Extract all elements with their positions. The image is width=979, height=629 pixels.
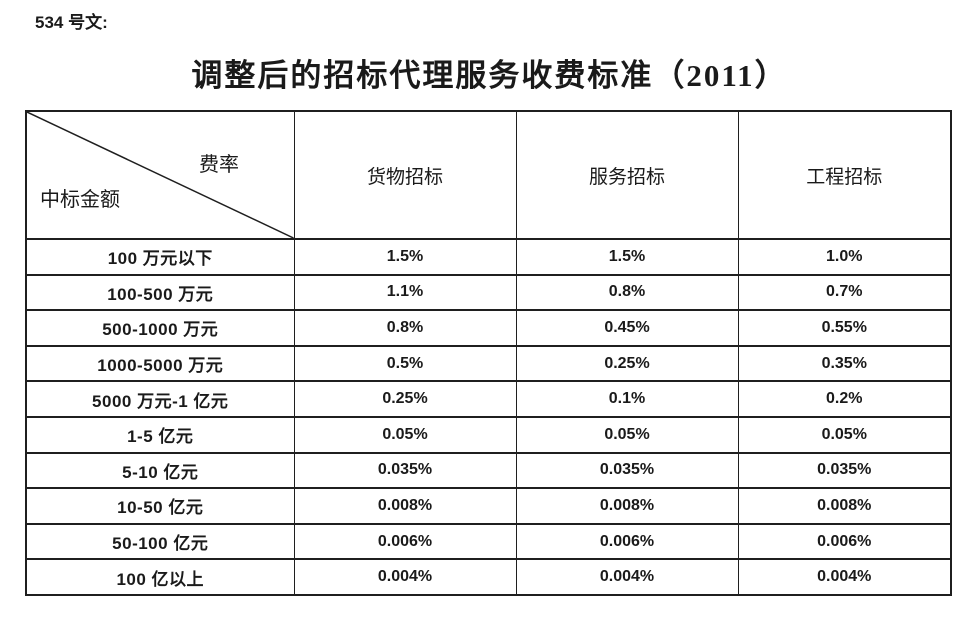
table-row: 1-5 亿元 0.05% 0.05% 0.05% (25, 415, 952, 454)
row-label: 10-50 亿元 (25, 487, 295, 525)
goods-rate-cell: 0.5% (293, 344, 517, 383)
engineering-rate-cell: 0.35% (737, 344, 952, 383)
engineering-rate-cell: 0.008% (737, 487, 952, 525)
fee-rate-table: 费率 中标金额 货物招标 服务招标 工程招标 100 万元以下 1.5% 1.5… (25, 110, 952, 596)
services-rate-cell: 0.004% (515, 558, 739, 596)
goods-rate-cell: 0.004% (293, 558, 517, 596)
engineering-rate-cell: 0.006% (737, 522, 952, 561)
goods-rate-cell: 0.035% (293, 451, 517, 490)
table-row: 100 亿以上 0.004% 0.004% 0.004% (25, 558, 952, 596)
column-header-engineering: 工程招标 (737, 110, 952, 240)
column-header-goods: 货物招标 (293, 110, 517, 240)
row-label: 5-10 亿元 (25, 451, 295, 490)
row-label: 50-100 亿元 (25, 522, 295, 561)
goods-rate-cell: 0.006% (293, 522, 517, 561)
engineering-rate-cell: 0.2% (737, 380, 952, 418)
goods-rate-cell: 1.5% (293, 238, 517, 276)
table-row: 100 万元以下 1.5% 1.5% 1.0% (25, 238, 952, 276)
services-rate-cell: 0.1% (515, 380, 739, 418)
table-row: 5-10 亿元 0.035% 0.035% 0.035% (25, 451, 952, 490)
goods-rate-cell: 0.05% (293, 415, 517, 454)
services-rate-cell: 1.5% (515, 238, 739, 276)
services-rate-cell: 0.8% (515, 273, 739, 312)
table-row: 50-100 亿元 0.006% 0.006% 0.006% (25, 522, 952, 561)
table-row: 100-500 万元 1.1% 0.8% 0.7% (25, 273, 952, 312)
column-header-services: 服务招标 (515, 110, 739, 240)
engineering-rate-cell: 1.0% (737, 238, 952, 276)
services-rate-cell: 0.035% (515, 451, 739, 490)
services-rate-cell: 0.006% (515, 522, 739, 561)
services-rate-cell: 0.25% (515, 344, 739, 383)
row-label: 5000 万元-1 亿元 (25, 380, 295, 418)
table-header: 费率 中标金额 货物招标 服务招标 工程招标 (25, 110, 952, 240)
table-row: 1000-5000 万元 0.5% 0.25% 0.35% (25, 344, 952, 383)
services-rate-cell: 0.45% (515, 309, 739, 347)
row-label: 500-1000 万元 (25, 309, 295, 347)
engineering-rate-cell: 0.035% (737, 451, 952, 490)
goods-rate-cell: 0.008% (293, 487, 517, 525)
row-label: 100 万元以下 (25, 238, 295, 276)
goods-rate-cell: 0.25% (293, 380, 517, 418)
table-row: 10-50 亿元 0.008% 0.008% 0.008% (25, 487, 952, 525)
header-row: 费率 中标金额 货物招标 服务招标 工程招标 (25, 110, 952, 240)
table-body: 100 万元以下 1.5% 1.5% 1.0% 100-500 万元 1.1% … (25, 238, 952, 596)
engineering-rate-cell: 0.05% (737, 415, 952, 454)
row-label: 100 亿以上 (25, 558, 295, 596)
goods-rate-cell: 0.8% (293, 309, 517, 347)
row-label: 1000-5000 万元 (25, 344, 295, 383)
engineering-rate-cell: 0.55% (737, 309, 952, 347)
table-row: 5000 万元-1 亿元 0.25% 0.1% 0.2% (25, 380, 952, 418)
corner-label-bid-amount: 中标金额 (40, 189, 120, 211)
diagonal-corner-cell: 费率 中标金额 (25, 110, 295, 240)
engineering-rate-cell: 0.004% (737, 558, 952, 596)
diagonal-line (27, 112, 294, 238)
services-rate-cell: 0.008% (515, 487, 739, 525)
table-row: 500-1000 万元 0.8% 0.45% 0.55% (25, 309, 952, 347)
row-label: 1-5 亿元 (25, 415, 295, 454)
page-title: 调整后的招标代理服务收费标准（2011） (191, 58, 788, 93)
row-label: 100-500 万元 (25, 273, 295, 312)
goods-rate-cell: 1.1% (293, 273, 517, 312)
engineering-rate-cell: 0.7% (737, 273, 952, 312)
services-rate-cell: 0.05% (515, 415, 739, 454)
corner-label-fee-rate: 费率 (199, 154, 239, 176)
doc-number: 534 号文: (35, 13, 108, 32)
